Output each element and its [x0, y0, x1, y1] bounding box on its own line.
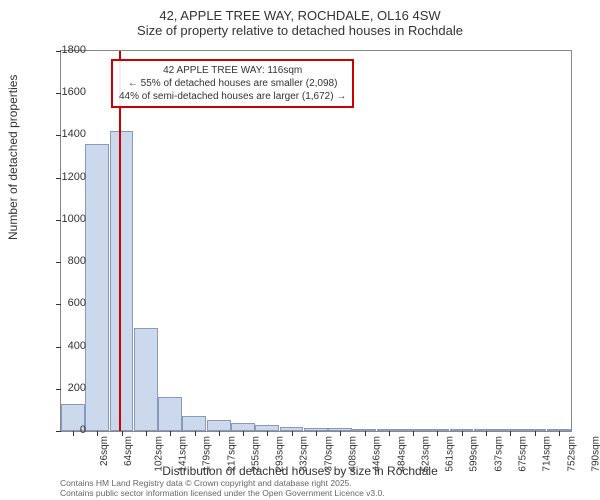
footer-text: Contains HM Land Registry data © Crown c…	[60, 478, 385, 498]
y-tick-label: 800	[68, 255, 86, 267]
x-tick-label: 484sqm	[396, 436, 407, 472]
x-tick-mark	[413, 431, 414, 436]
y-tick-label: 200	[68, 382, 86, 394]
x-tick-label: 26sqm	[99, 436, 110, 466]
histogram-bar	[182, 416, 206, 431]
y-tick-mark	[56, 93, 61, 94]
x-tick-mark	[535, 431, 536, 436]
y-tick-mark	[56, 347, 61, 348]
x-tick-mark	[316, 431, 317, 436]
x-tick-label: 752sqm	[566, 436, 577, 472]
y-axis-label: Number of detached properties	[6, 75, 20, 240]
y-tick-mark	[56, 262, 61, 263]
y-tick-mark	[56, 178, 61, 179]
y-tick-mark	[56, 431, 61, 432]
x-tick-mark	[389, 431, 390, 436]
y-tick-label: 0	[80, 424, 86, 436]
chart-title-sub: Size of property relative to detached ho…	[0, 23, 600, 38]
chart-container: 42, APPLE TREE WAY, ROCHDALE, OL16 4SW S…	[0, 0, 600, 500]
y-tick-mark	[56, 135, 61, 136]
y-tick-label: 1400	[62, 128, 86, 140]
histogram-bar	[85, 144, 109, 431]
y-tick-label: 600	[68, 297, 86, 309]
x-tick-mark	[146, 431, 147, 436]
x-tick-label: 255sqm	[250, 436, 261, 472]
marker-line	[119, 51, 121, 431]
footer-line1: Contains HM Land Registry data © Crown c…	[60, 478, 385, 488]
x-tick-mark	[170, 431, 171, 436]
x-tick-label: 408sqm	[348, 436, 359, 472]
y-tick-label: 400	[68, 340, 86, 352]
x-tick-mark	[340, 431, 341, 436]
x-tick-mark	[559, 431, 560, 436]
x-tick-mark	[243, 431, 244, 436]
x-tick-label: 179sqm	[202, 436, 213, 472]
y-tick-label: 1600	[62, 86, 86, 98]
x-tick-label: 446sqm	[372, 436, 383, 472]
y-tick-label: 1200	[62, 171, 86, 183]
annotation-line3: 44% of semi-detached houses are larger (…	[119, 90, 346, 103]
x-tick-label: 217sqm	[226, 436, 237, 472]
y-tick-mark	[56, 220, 61, 221]
x-tick-mark	[267, 431, 268, 436]
x-tick-mark	[73, 431, 74, 436]
y-tick-label: 1800	[62, 44, 86, 56]
y-tick-mark	[56, 51, 61, 52]
histogram-bar	[134, 328, 158, 431]
plot-area: 42 APPLE TREE WAY: 116sqm ← 55% of detac…	[60, 50, 572, 432]
x-tick-mark	[195, 431, 196, 436]
x-tick-label: 675sqm	[518, 436, 529, 472]
footer-line2: Contains public sector information licen…	[60, 488, 385, 498]
x-tick-mark	[437, 431, 438, 436]
x-tick-mark	[510, 431, 511, 436]
x-tick-label: 64sqm	[123, 436, 134, 466]
y-tick-label: 1000	[62, 213, 86, 225]
x-tick-mark	[365, 431, 366, 436]
x-tick-label: 714sqm	[542, 436, 553, 472]
x-tick-mark	[486, 431, 487, 436]
chart-title-main: 42, APPLE TREE WAY, ROCHDALE, OL16 4SW	[0, 0, 600, 23]
x-tick-mark	[292, 431, 293, 436]
x-tick-label: 370sqm	[323, 436, 334, 472]
x-tick-label: 332sqm	[299, 436, 310, 472]
x-tick-label: 599sqm	[469, 436, 480, 472]
histogram-bar	[110, 131, 134, 431]
x-tick-label: 293sqm	[275, 436, 286, 472]
x-tick-mark	[219, 431, 220, 436]
x-tick-label: 523sqm	[420, 436, 431, 472]
x-tick-label: 141sqm	[178, 436, 189, 472]
x-tick-label: 561sqm	[445, 436, 456, 472]
histogram-bar	[158, 397, 182, 431]
annotation-line2: ← 55% of detached houses are smaller (2,…	[119, 77, 346, 90]
histogram-bar	[207, 420, 231, 431]
y-tick-mark	[56, 389, 61, 390]
x-tick-label: 637sqm	[493, 436, 504, 472]
x-tick-label: 790sqm	[590, 436, 600, 472]
histogram-bar	[231, 423, 255, 431]
x-tick-mark	[462, 431, 463, 436]
y-tick-mark	[56, 304, 61, 305]
x-tick-label: 102sqm	[153, 436, 164, 472]
annotation-line1: 42 APPLE TREE WAY: 116sqm	[119, 64, 346, 77]
annotation-box: 42 APPLE TREE WAY: 116sqm ← 55% of detac…	[111, 59, 354, 108]
